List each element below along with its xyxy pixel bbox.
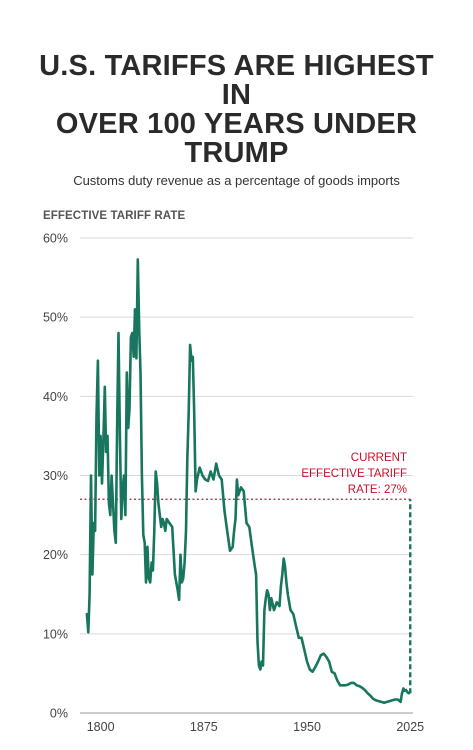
title-line: OVER 100 YEARS UNDER [55,108,418,140]
annotation-group: CURRENT EFFECTIVE TARIFF RATE: 27% [301,452,407,496]
x-tick-labels: 1800 1875 1950 2025 [87,720,424,734]
x-tick-label: 1950 [293,720,321,734]
y-tick-label: 40% [43,390,68,404]
y-tick-label: 10% [43,627,68,641]
title-line: TRUMP [184,137,289,169]
y-tick-label: 60% [43,232,68,246]
y-axis-label: EFFECTIVE TARIFF RATE [43,210,186,222]
y-tick-label: 20% [43,548,68,562]
reference-annotation-line: EFFECTIVE TARIFF [301,468,407,480]
series-group [85,258,412,705]
y-tick-label: 30% [43,469,68,483]
page-title: U.S. TARIFFS ARE HIGHEST IN OVER 100 YEA… [0,52,473,168]
y-tick-label: 50% [43,311,68,325]
reference-annotation-line: CURRENT [351,452,407,464]
x-tick-label: 2025 [396,720,424,734]
reference-annotation-line: RATE: 27% [348,484,407,496]
title-line: IN [221,79,252,111]
chart-subtitle: Customs duty revenue as a percentage of … [73,173,400,188]
x-tick-label: 1800 [87,720,115,734]
y-tick-labels: 0% 10% 20% 30% 40% 50% 60% [43,232,68,721]
title-line: U.S. TARIFFS ARE HIGHEST [39,50,434,82]
x-tick-label: 1875 [190,720,218,734]
y-tick-label: 0% [50,707,68,721]
series-line [85,258,412,705]
gridlines [80,237,413,714]
